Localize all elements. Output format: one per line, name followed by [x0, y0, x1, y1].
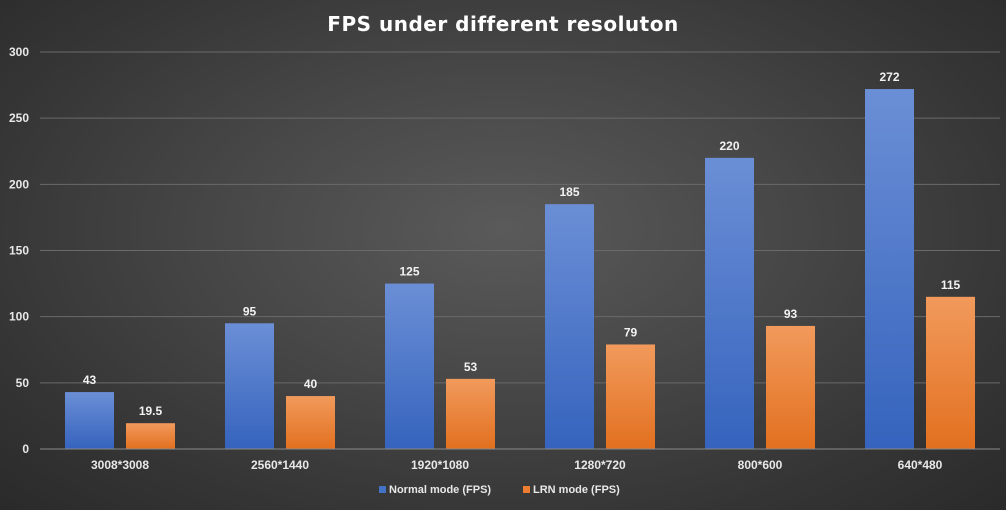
data-label-lrn-mode: 93	[784, 307, 798, 321]
bar-normal-mode-800*600	[705, 157, 754, 449]
y-tick-label: 200	[9, 177, 29, 191]
data-label-lrn-mode: 19.5	[139, 404, 163, 418]
data-label-lrn-mode: 79	[624, 325, 638, 339]
legend-label-lrn-mode: LRN mode (FPS)	[533, 484, 620, 496]
y-tick-label: 150	[9, 244, 29, 258]
data-label-normal-mode: 272	[879, 70, 899, 84]
data-label-lrn-mode: 115	[941, 278, 961, 292]
x-category-label: 1920*1080	[411, 458, 469, 472]
legend: Normal mode (FPS) LRN mode (FPS)	[379, 484, 620, 496]
x-category-label: 1280*720	[574, 458, 626, 472]
y-tick-label: 0	[22, 442, 29, 456]
data-labels: 43 19.5 95 40 125 53 185 79 220 93 272 115	[83, 70, 961, 418]
gridlines	[40, 51, 1000, 384]
x-category-label: 640*480	[898, 458, 943, 472]
legend-label-normal-mode: Normal mode (FPS)	[389, 484, 491, 496]
bars	[65, 89, 975, 449]
bar-lrn-mode-800*600	[766, 325, 815, 449]
chart-title: FPS under different resoluton	[327, 12, 678, 36]
y-tick-label: 300	[9, 45, 29, 59]
bar-normal-mode-3008*3008	[65, 392, 114, 449]
x-axis-categories: 3008*3008 2560*1440 1920*1080 1280*720 800*6…	[91, 458, 943, 472]
y-axis-ticks: 0 50 100 150 200 250 300	[9, 45, 29, 456]
y-tick-label: 250	[9, 111, 29, 125]
data-label-normal-mode: 220	[719, 139, 739, 153]
x-category-label: 800*600	[738, 458, 783, 472]
bar-lrn-mode-640*480	[926, 296, 975, 449]
data-label-normal-mode: 95	[243, 304, 257, 318]
y-tick-label: 50	[16, 376, 30, 390]
bar-lrn-mode-3008*3008	[126, 423, 175, 449]
x-category-label: 2560*1440	[251, 458, 309, 472]
bar-lrn-mode-1280*720	[606, 344, 655, 449]
bar-normal-mode-640*480	[865, 89, 914, 449]
bar-lrn-mode-1920*1080	[446, 378, 495, 449]
y-tick-label: 100	[9, 310, 29, 324]
legend-swatch-lrn-mode	[523, 486, 530, 493]
bar-normal-mode-1280*720	[545, 204, 594, 449]
legend-swatch-normal-mode	[379, 486, 386, 493]
data-label-normal-mode: 43	[83, 373, 97, 387]
data-label-lrn-mode: 40	[304, 377, 318, 391]
bar-normal-mode-1920*1080	[385, 283, 434, 449]
bar-normal-mode-2560*1440	[225, 323, 274, 449]
bar-lrn-mode-2560*1440	[286, 396, 335, 449]
data-label-lrn-mode: 53	[464, 360, 478, 374]
data-label-normal-mode: 125	[399, 265, 419, 279]
data-label-normal-mode: 185	[559, 185, 579, 199]
x-category-label: 3008*3008	[91, 458, 149, 472]
